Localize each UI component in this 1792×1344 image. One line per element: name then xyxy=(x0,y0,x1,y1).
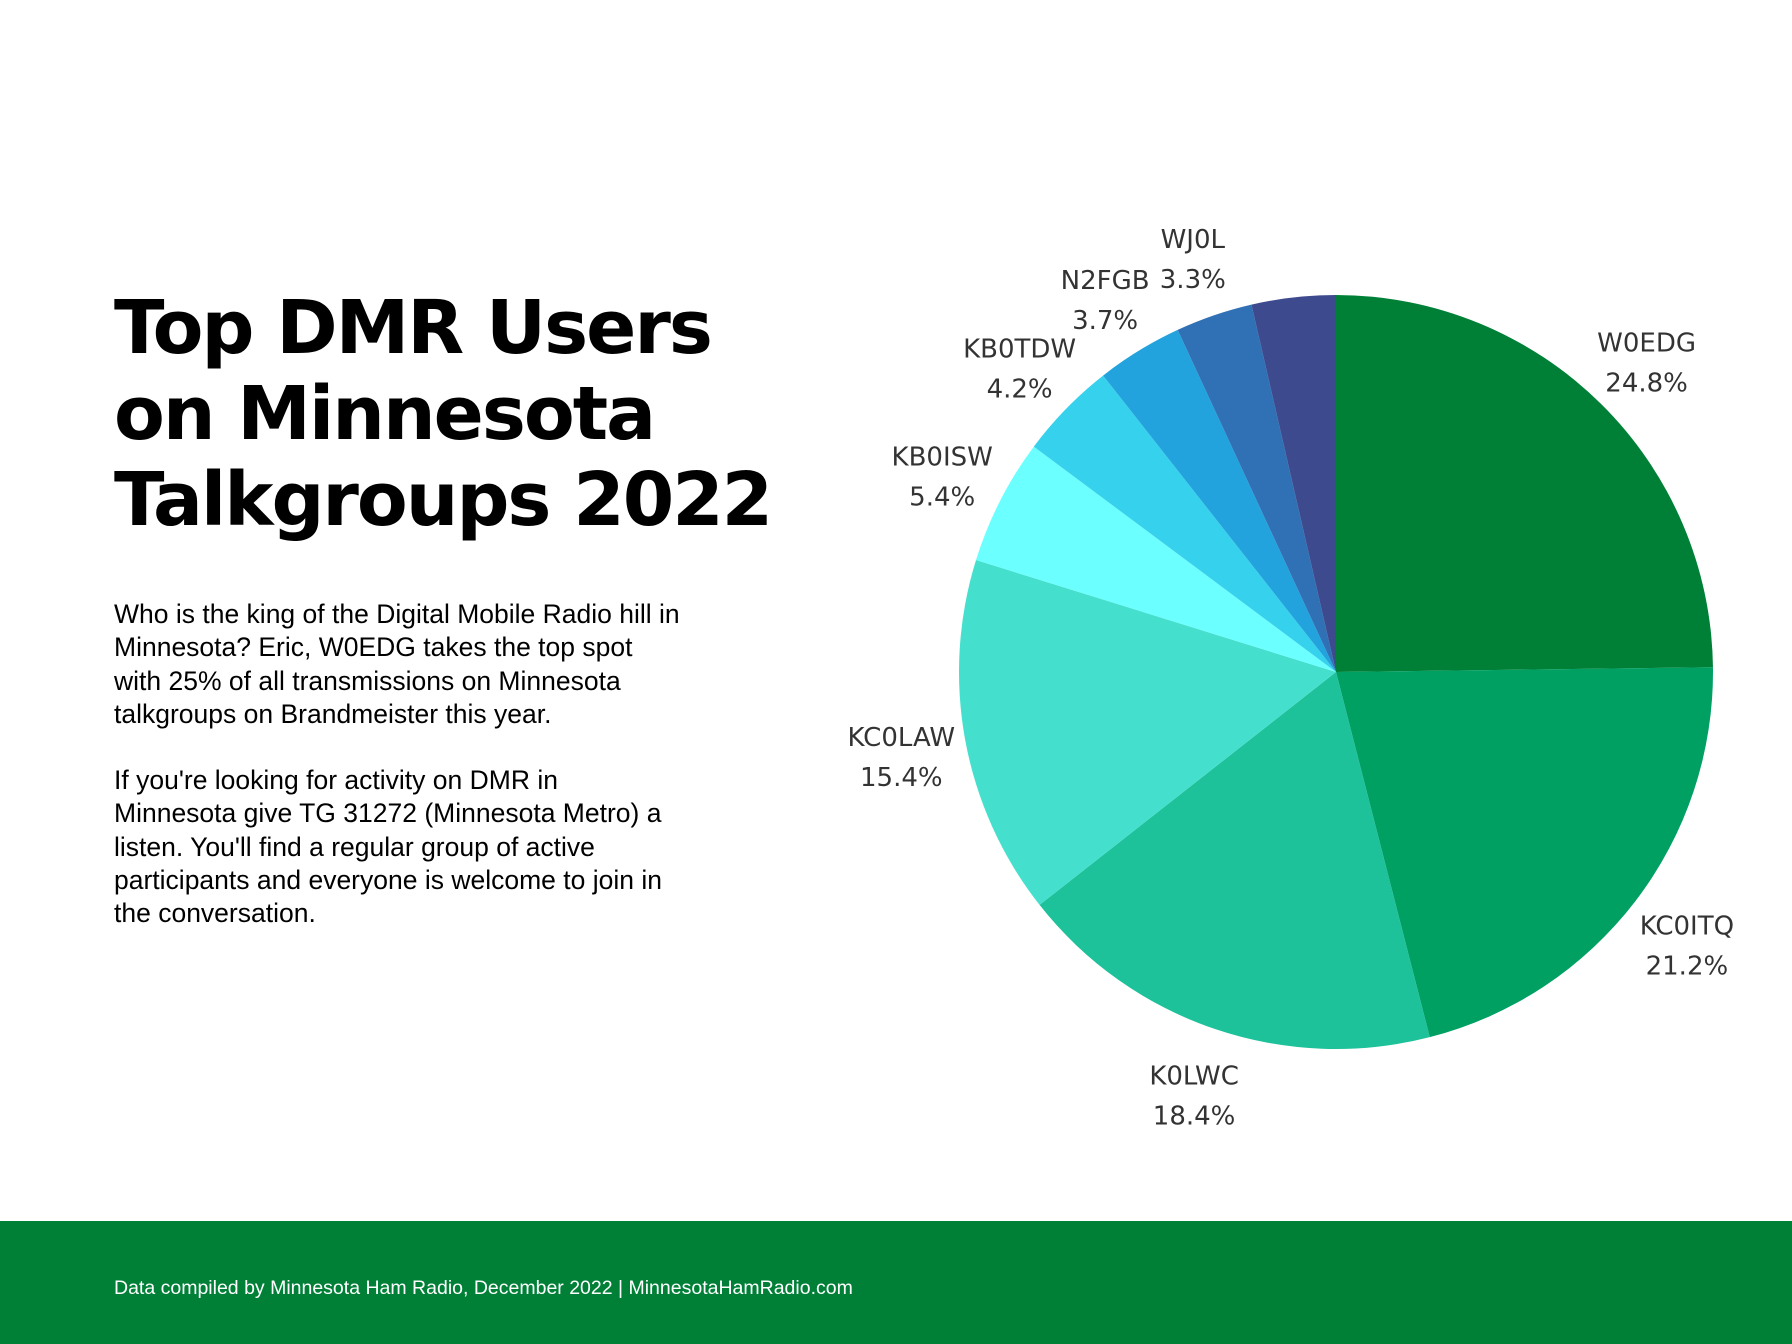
slice-label-k0lwc: K0LWC xyxy=(1149,1062,1239,1092)
pie-slice-kc0law xyxy=(959,560,1336,905)
slice-value-k0lwc: 18.4% xyxy=(1153,1102,1236,1132)
slice-value-kc0law: 15.4% xyxy=(860,763,943,793)
pie-slice-kb0isw xyxy=(976,446,1336,672)
description-paragraph-1: Who is the king of the Digital Mobile Ra… xyxy=(114,599,680,729)
pie-slice-unlabeled-8 xyxy=(1251,295,1336,672)
page-title: Top DMR Users on Minnesota Talkgroups 20… xyxy=(114,285,774,543)
footer-credit: Data compiled by Minnesota Ham Radio, De… xyxy=(114,1277,853,1299)
description-paragraph-2: If you're looking for activity on DMR in… xyxy=(114,765,662,929)
slice-label-kc0itq: KC0ITQ xyxy=(1640,912,1734,942)
pie-slice-w0edg xyxy=(1336,295,1713,672)
slice-value-kc0itq: 21.2% xyxy=(1646,952,1729,982)
slice-value-wj0l: 3.3% xyxy=(1160,265,1226,295)
slice-value-kb0isw: 5.4% xyxy=(909,482,975,512)
slice-label-wj0l: WJ0L xyxy=(1161,225,1226,255)
title-line-1: Top DMR Users xyxy=(114,285,713,371)
pie-chart: W0EDG 24.8% KC0ITQ 21.2% K0LWC 18.4% KC0LAW 15.… xyxy=(848,225,1735,1132)
pie-slice-k0lwc xyxy=(1039,672,1430,1050)
pie-slice-kc0itq xyxy=(1336,667,1713,1038)
pie-slice-wj0l xyxy=(1177,304,1336,672)
title-line-3: Talkgroups 2022 xyxy=(114,457,773,543)
pie-slice-kb0tdw xyxy=(1033,375,1336,672)
slice-value-kb0tdw: 4.2% xyxy=(987,374,1053,404)
description: Who is the king of the Digital Mobile Ra… xyxy=(114,598,684,964)
title-line-2: on Minnesota xyxy=(114,371,656,457)
pie-slice-n2fgb xyxy=(1103,329,1336,672)
slice-value-w0edg: 24.8% xyxy=(1605,369,1688,399)
footer-bar: Data compiled by Minnesota Ham Radio, De… xyxy=(0,1221,1792,1344)
slice-label-kb0tdw: KB0TDW xyxy=(963,334,1076,364)
slice-label-n2fgb: N2FGB xyxy=(1061,266,1150,296)
slice-label-w0edg: W0EDG xyxy=(1597,329,1696,359)
slice-value-n2fgb: 3.7% xyxy=(1072,306,1138,336)
slice-label-kc0law: KC0LAW xyxy=(848,723,955,753)
slice-label-kb0isw: KB0ISW xyxy=(892,442,993,472)
